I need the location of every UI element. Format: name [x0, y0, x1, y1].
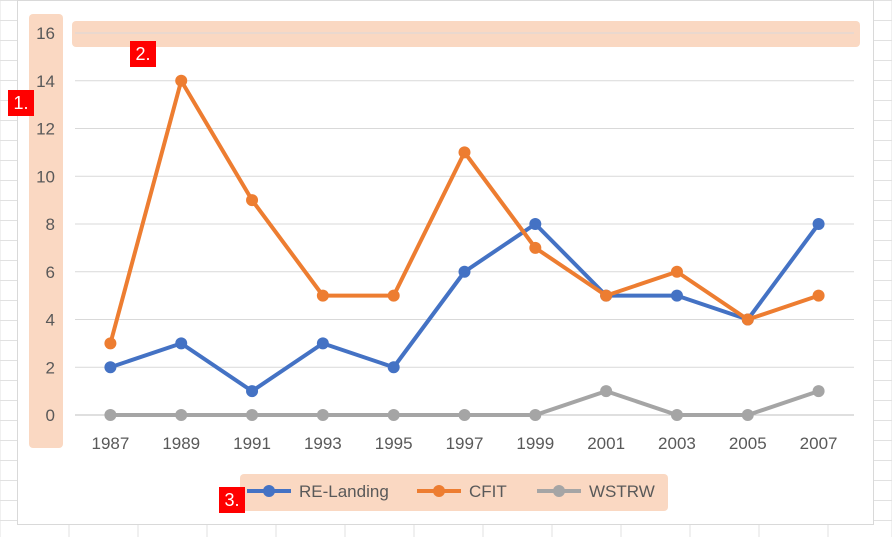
callout-1: 1. [8, 90, 34, 116]
data-point [458, 265, 471, 278]
y-tick-label: 12 [36, 120, 55, 139]
data-point [175, 337, 188, 350]
data-point [387, 289, 400, 302]
data-point [812, 289, 825, 302]
data-point [246, 385, 259, 398]
x-tick-label: 1987 [91, 434, 129, 453]
x-tick-label: 2005 [729, 434, 767, 453]
y-tick-label: 10 [36, 167, 55, 186]
legend-label: CFIT [469, 482, 507, 501]
x-tick-label: 2003 [658, 434, 696, 453]
y-tick-label: 16 [36, 24, 55, 43]
x-tick-label: 1997 [446, 434, 484, 453]
data-point [600, 289, 613, 302]
series-line [108, 78, 820, 344]
legend-marker [263, 485, 275, 497]
y-axis-tick-labels: 0 2 4 6 8 10 12 14 16 [36, 24, 55, 425]
data-point [458, 146, 471, 159]
data-point [246, 194, 259, 207]
series-lines [104, 74, 825, 421]
x-tick-label: 1999 [516, 434, 554, 453]
legend-marker [433, 485, 445, 497]
y-tick-label: 4 [46, 311, 55, 330]
data-point [741, 313, 754, 326]
y-axis-highlight [29, 14, 63, 448]
data-point [387, 361, 400, 374]
data-point [316, 337, 329, 350]
series-line [109, 222, 821, 394]
data-point [104, 361, 117, 374]
legend-item: RE-Landing [247, 482, 389, 501]
data-point [812, 385, 825, 398]
x-tick-label: 1991 [233, 434, 271, 453]
legend-item: WSTRW [537, 482, 655, 501]
legend-label: WSTRW [589, 482, 655, 501]
data-point [246, 409, 259, 421]
data-point [741, 409, 754, 421]
data-point [670, 409, 683, 421]
data-point [670, 289, 683, 302]
x-tick-label: 1993 [304, 434, 342, 453]
y-tick-label: 8 [46, 215, 55, 234]
callout-2: 2. [130, 41, 156, 67]
data-point [812, 218, 825, 230]
data-point [104, 337, 117, 350]
legend-item: CFIT [417, 482, 507, 501]
y-tick-label: 14 [36, 72, 55, 91]
data-point [316, 409, 329, 421]
x-tick-label: 2001 [587, 434, 625, 453]
x-tick-label: 1989 [162, 434, 200, 453]
top-gridline-highlight [72, 21, 860, 47]
data-point [387, 409, 400, 421]
series-re-landing [104, 218, 825, 398]
y-tick-label: 2 [46, 358, 55, 377]
chart-area[interactable] [17, 0, 874, 525]
data-point [458, 409, 471, 421]
data-point [175, 74, 188, 87]
gridlines [75, 32, 854, 416]
data-point [529, 241, 542, 254]
x-tick-label: 1995 [375, 434, 413, 453]
data-point [529, 218, 542, 230]
data-point [600, 385, 613, 398]
data-point [175, 409, 188, 421]
y-tick-label: 0 [46, 406, 55, 425]
x-tick-label: 2007 [800, 434, 838, 453]
y-tick-label: 6 [46, 263, 55, 282]
data-point [670, 265, 683, 278]
x-axis-tick-labels: 1987 1989 1991 1993 1995 1997 1999 2001 2003 2005… [91, 434, 837, 453]
series-wstrw [104, 385, 825, 421]
series-cfit [104, 74, 825, 350]
data-point [104, 409, 117, 421]
legend-marker [553, 485, 565, 497]
data-point [529, 409, 542, 421]
legend: RE-Landing CFIT WSTRW [247, 482, 655, 501]
legend-label: RE-Landing [299, 482, 389, 501]
callout-3: 3. [219, 487, 245, 513]
data-point [316, 289, 329, 302]
